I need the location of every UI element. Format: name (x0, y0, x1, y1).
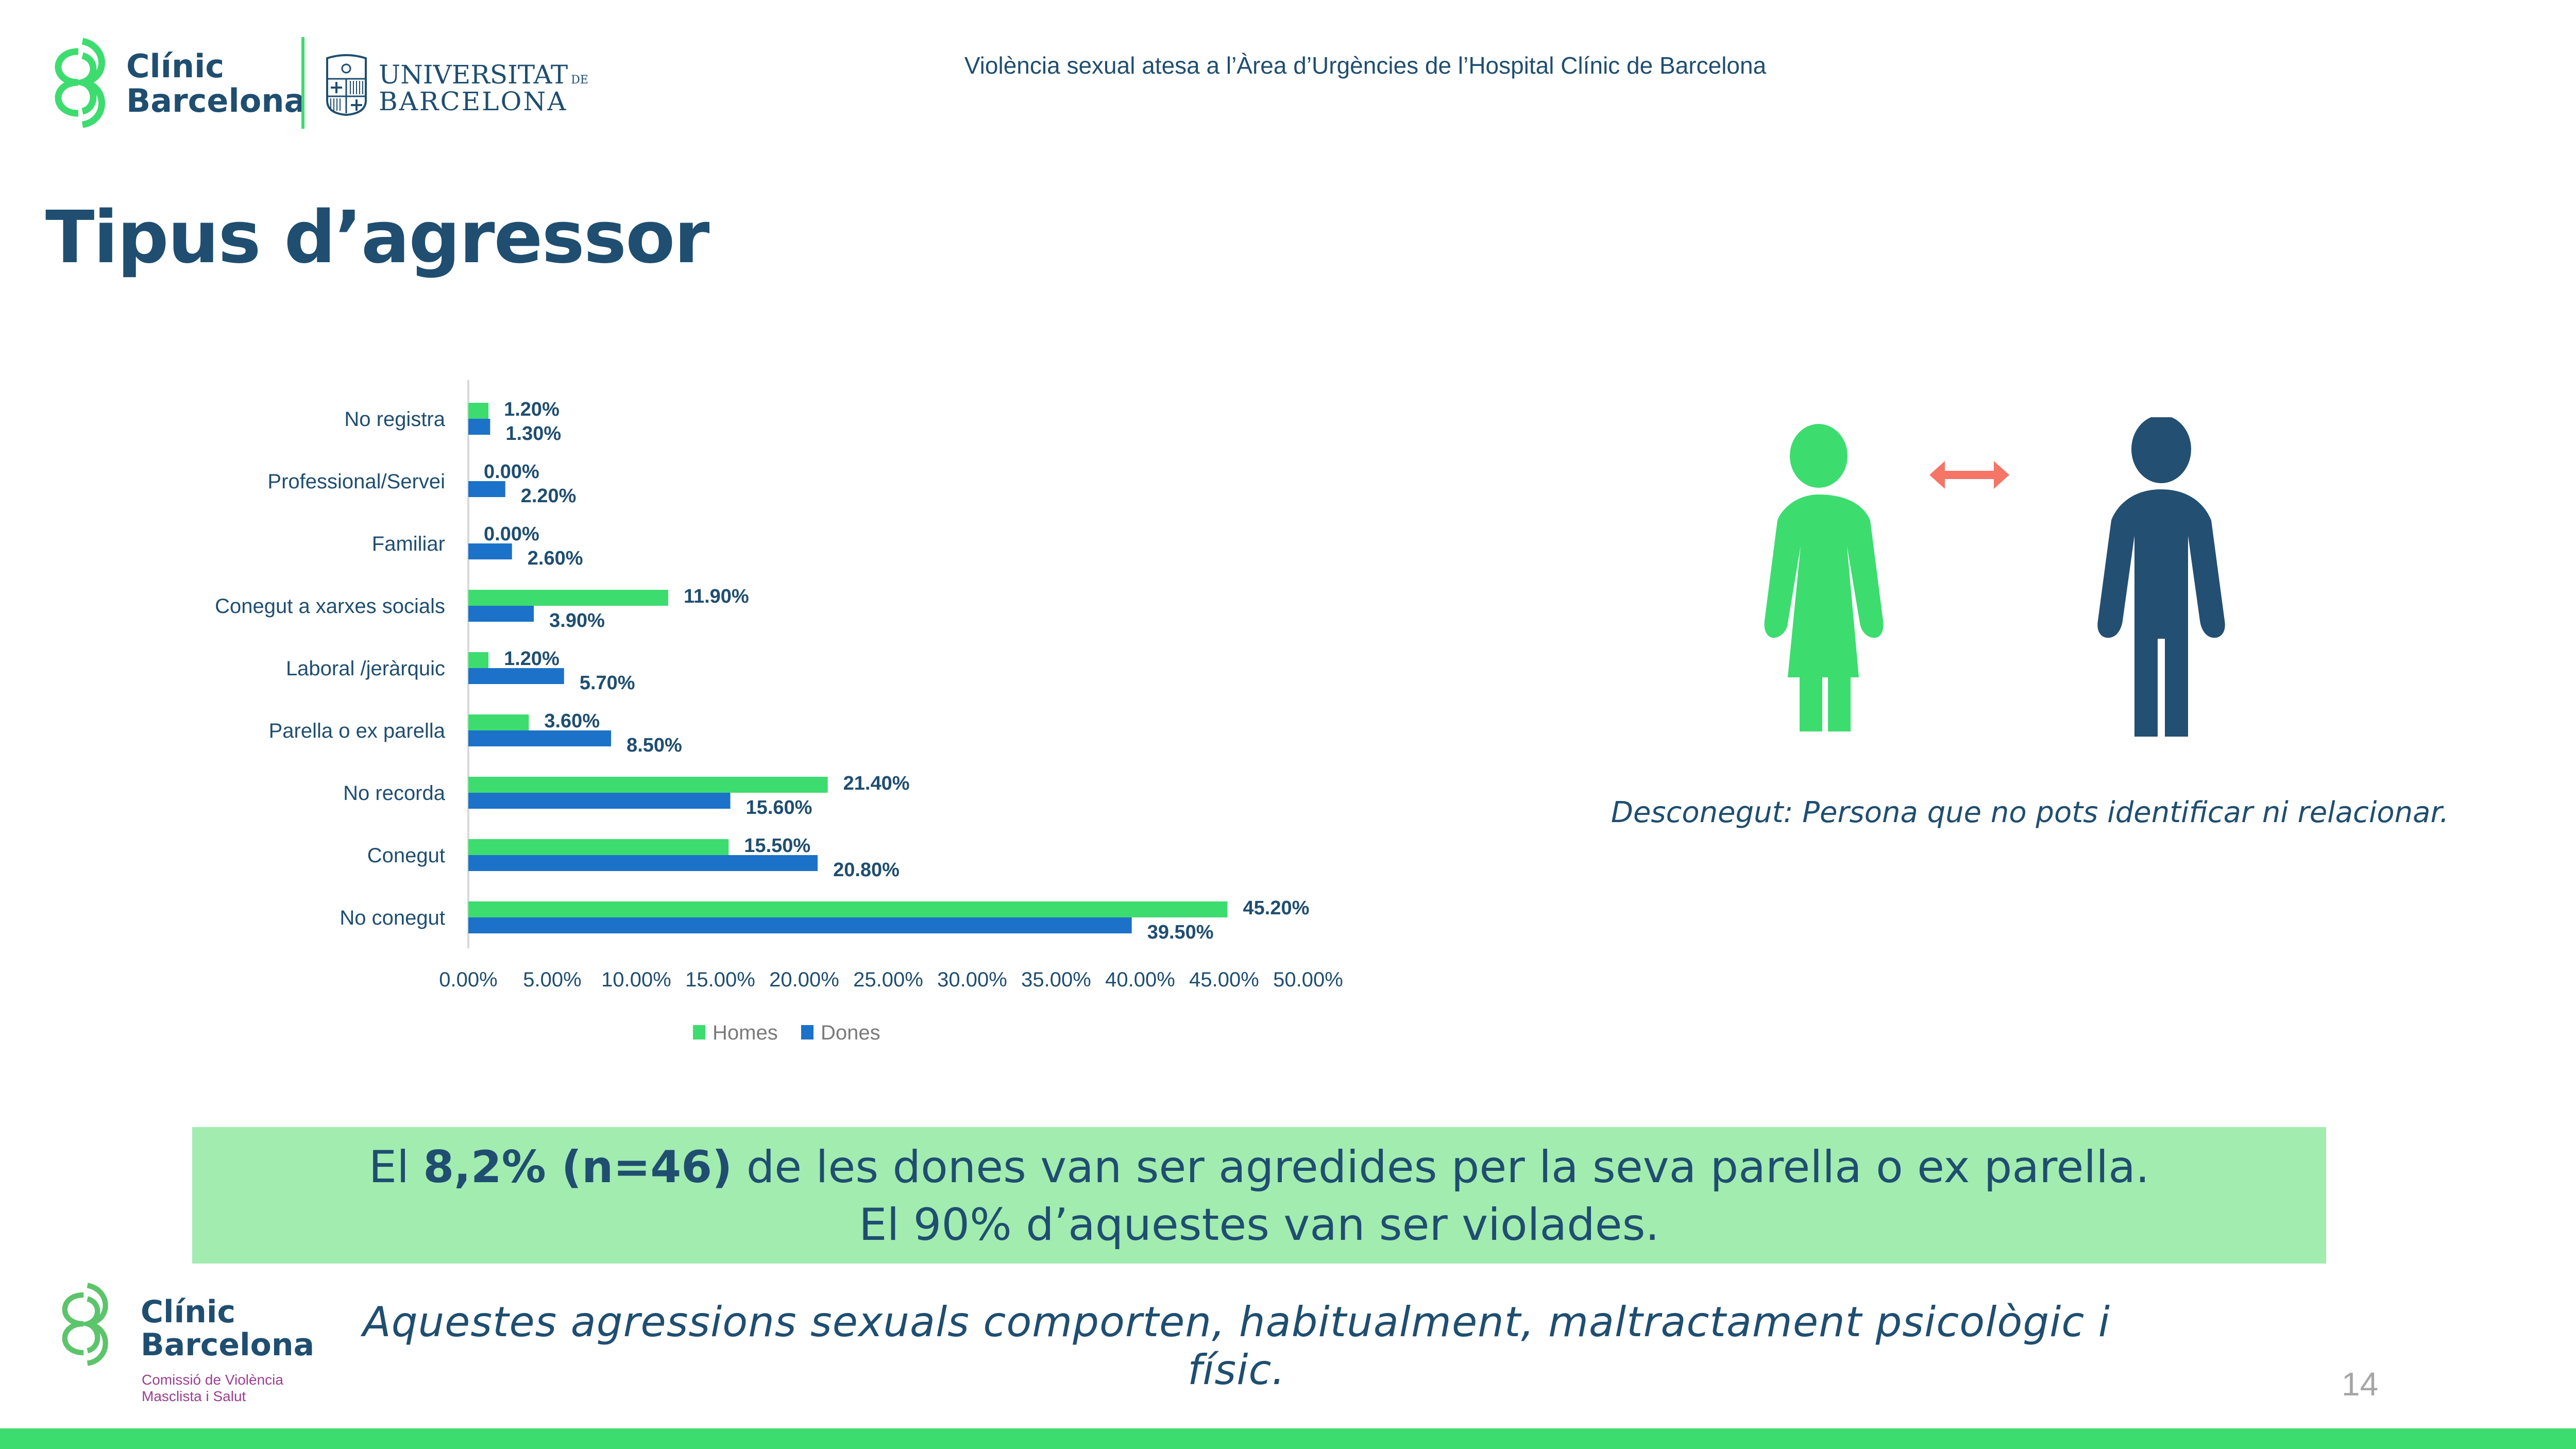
x-tick-label: 40.00% (1105, 968, 1175, 991)
data-label-dones: 2.60% (528, 548, 583, 569)
ub-logo-de: DE (571, 74, 588, 87)
data-label-homes: 21.40% (843, 773, 910, 794)
data-label-homes: 3.60% (544, 710, 600, 732)
page-title: Tipus d’agressor (45, 196, 709, 280)
clinic-barcelona-logo: Clínic Barcelona (41, 36, 306, 134)
ub-logo-line1: UNIVERSITAT DE (379, 62, 588, 88)
bar-dones (468, 606, 534, 622)
legend-swatch-homes (693, 1025, 705, 1039)
x-tick-label: 25.00% (853, 968, 923, 991)
data-label-homes: 0.00% (484, 461, 539, 483)
data-label-dones: 8.50% (626, 735, 682, 756)
man-figure-icon (2097, 417, 2225, 737)
bar-dones (468, 855, 818, 871)
legend-swatch-dones (801, 1025, 814, 1039)
ub-shield-icon (326, 54, 367, 116)
data-label-homes: 45.20% (1243, 897, 1310, 919)
legend-label-dones: Dones (821, 1021, 880, 1044)
category-label: Professional/Servei (267, 470, 445, 493)
data-label-dones: 20.80% (833, 859, 900, 881)
data-label-dones: 2.20% (521, 485, 577, 507)
category-label: Conegut (367, 844, 445, 867)
callout-line1-bold: 8,2% (n=46) (423, 1141, 733, 1193)
bar-dones (468, 481, 505, 497)
data-label-dones: 39.50% (1147, 922, 1214, 943)
clinic-logo-line1: Clínic (126, 47, 225, 85)
woman-figure-icon (1764, 424, 1884, 731)
bottom-bar (0, 1428, 2576, 1449)
clinic-logo-line2: Barcelona (126, 82, 306, 120)
clinic-commission-logo: Clínic Barcelona Comissió de Violència M… (49, 1280, 317, 1409)
footer-note: Aquestes agressions sexuals comporten, h… (362, 1298, 2111, 1394)
x-tick-label: 0.00% (439, 968, 497, 991)
data-label-homes: 15.50% (744, 835, 810, 857)
x-tick-label: 5.00% (523, 968, 581, 991)
bar-dones (468, 917, 1132, 933)
bar-homes (468, 403, 489, 419)
x-tick-label: 50.00% (1273, 968, 1343, 991)
x-tick-label: 15.00% (685, 968, 755, 991)
bar-homes (468, 839, 729, 855)
data-label-dones: 3.90% (549, 610, 605, 632)
category-label: Familiar (372, 533, 445, 555)
header-title: Violència sexual atesa a l’Àrea d’Urgènc… (964, 52, 1767, 79)
footer-logo-sub1: Comissió de Violència (142, 1372, 283, 1388)
category-label: Parella o ex parella (269, 720, 446, 742)
callout-line2: El 90% d’aquestes van ser violades. (859, 1199, 1659, 1251)
ub-logo-line2: BARCELONA (379, 87, 568, 116)
x-tick-label: 35.00% (1021, 968, 1091, 991)
bar-homes (468, 714, 529, 730)
clinic-logo-mark-icon (62, 1283, 108, 1366)
bar-homes (468, 777, 828, 793)
category-label: No conegut (340, 907, 445, 929)
category-label: Conegut a xarxes socials (215, 595, 445, 618)
legend-label-homes: Homes (713, 1021, 778, 1044)
page-number: 14 (2342, 1366, 2379, 1403)
logo-divider (301, 37, 304, 129)
bar-dones (468, 543, 512, 559)
data-label-dones: 1.30% (505, 423, 561, 445)
callout-line1: El 8,2% (n=46) de les dones van ser agre… (192, 1138, 2326, 1196)
category-label: Laboral /jeràrquic (286, 657, 445, 680)
illustration (1764, 417, 2225, 737)
double-arrow-icon (1929, 461, 2009, 489)
x-tick-label: 30.00% (937, 968, 1007, 991)
callout-box: El 8,2% (n=46) de les dones van ser agre… (192, 1127, 2326, 1264)
category-label: No recorda (343, 782, 446, 805)
universitat-barcelona-logo: UNIVERSITAT DE BARCELONA (325, 52, 588, 118)
x-tick-label: 20.00% (769, 968, 839, 991)
footer-logo-line1: Clínic (141, 1294, 236, 1330)
data-label-homes: 0.00% (484, 523, 539, 545)
x-tick-label: 45.00% (1189, 968, 1259, 991)
data-label-dones: 5.70% (580, 672, 635, 694)
callout-line1-pre: El (368, 1141, 423, 1193)
bar-homes (468, 590, 668, 606)
footer-logo-line2: Barcelona (141, 1327, 315, 1363)
bar-dones (468, 730, 612, 746)
data-label-homes: 1.20% (504, 399, 560, 420)
bar-dones (468, 419, 490, 435)
x-tick-label: 10.00% (601, 968, 671, 991)
ub-logo-universitat: UNIVERSITAT (379, 60, 568, 90)
data-label-dones: 15.60% (746, 797, 812, 819)
bar-dones (468, 668, 564, 684)
data-label-homes: 11.90% (684, 586, 749, 607)
data-label-homes: 1.20% (504, 648, 560, 670)
callout-line1-post: de les dones van ser agredides per la se… (732, 1141, 2150, 1193)
illustration-caption: Desconegut: Persona que no pots identifi… (1611, 796, 2449, 829)
bar-homes (468, 901, 1228, 917)
clinic-logo-mark-icon (55, 38, 105, 128)
footer-logo-sub2: Masclista i Salut (142, 1388, 246, 1404)
bar-homes (468, 652, 489, 668)
category-label: No registra (344, 408, 445, 431)
bar-dones (468, 793, 731, 809)
